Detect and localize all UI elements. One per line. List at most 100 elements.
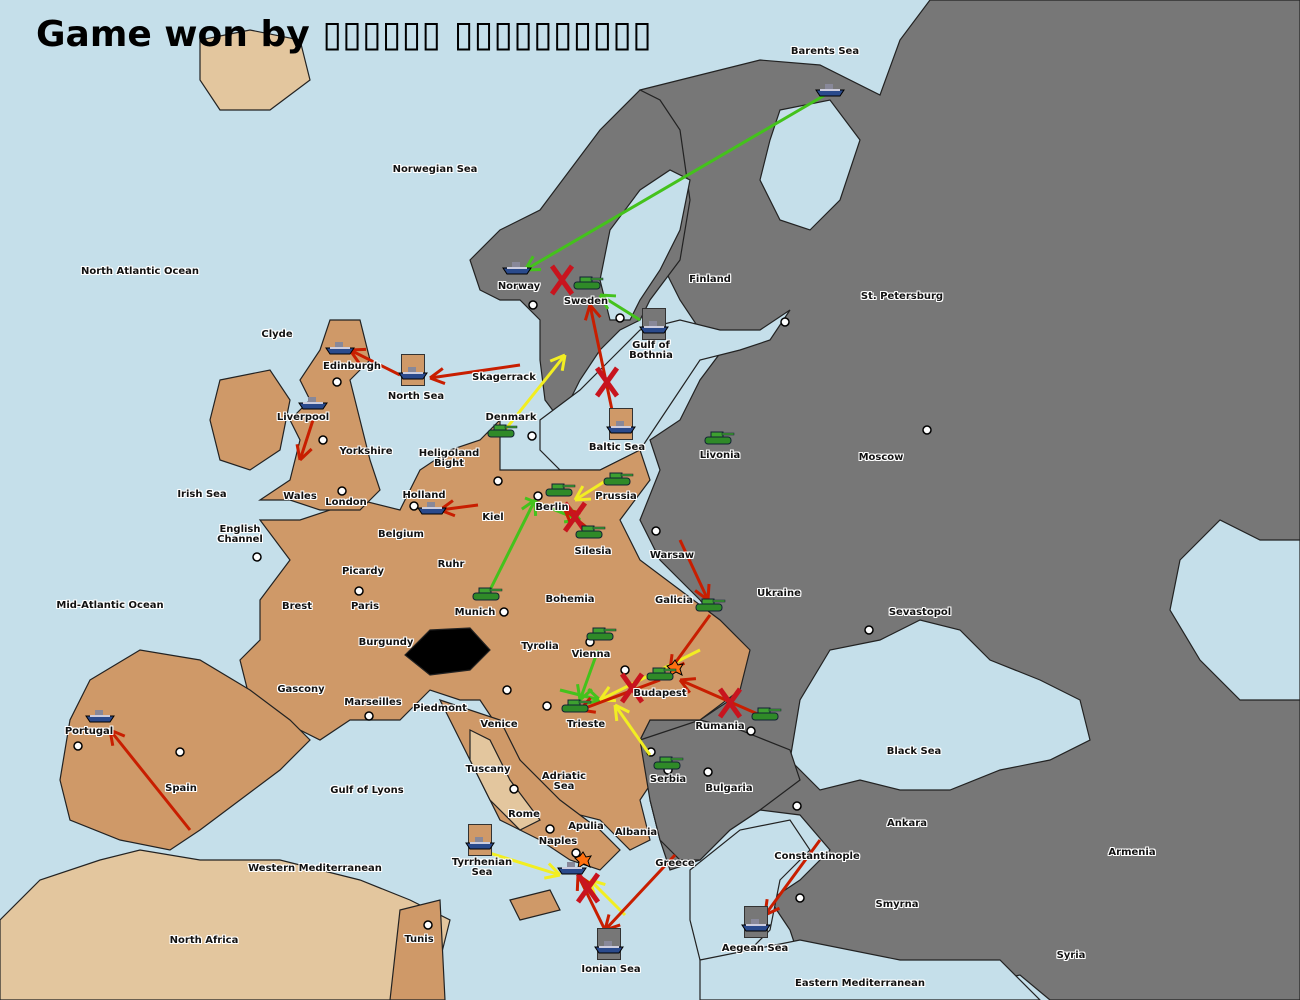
territory-label-yorkshire[interactable]: Yorkshire — [339, 446, 393, 457]
territory-label-north-atlantic-ocean[interactable]: North Atlantic Ocean — [80, 266, 200, 277]
territory-label-constantinople[interactable]: Constantinople — [774, 851, 860, 862]
fleet-unit[interactable] — [398, 354, 428, 386]
fleet-unit[interactable] — [557, 860, 587, 880]
army-unit[interactable] — [471, 586, 503, 606]
territory-label-greece[interactable]: Greece — [655, 858, 695, 869]
tuscany-rome[interactable] — [469, 729, 541, 831]
territory-label-st-petersburg[interactable]: St. Petersburg — [860, 291, 944, 302]
territory-label-norwegian-sea[interactable]: Norwegian Sea — [392, 164, 478, 175]
sicily[interactable] — [509, 889, 561, 921]
territory-label-vienna[interactable]: Vienna — [571, 649, 611, 660]
territory-label-gulf-of-bothnia[interactable]: Gulf of Bothnia — [629, 340, 673, 361]
eastern-med-water[interactable] — [699, 939, 1041, 1000]
territory-label-london[interactable]: London — [325, 497, 367, 508]
territory-label-finland[interactable]: Finland — [689, 274, 731, 285]
territory-label-spain[interactable]: Spain — [165, 783, 197, 794]
territory-label-rumania[interactable]: Rumania — [695, 721, 745, 732]
territory-label-picardy[interactable]: Picardy — [341, 566, 385, 577]
territory-label-norway[interactable]: Norway — [497, 281, 541, 292]
territory-label-skagerrack[interactable]: Skagerrack — [472, 372, 536, 383]
territory-label-serbia[interactable]: Serbia — [649, 774, 687, 785]
army-unit[interactable] — [572, 275, 604, 295]
territory-label-ruhr[interactable]: Ruhr — [437, 559, 465, 570]
territory-label-brest[interactable]: Brest — [281, 601, 313, 612]
army-unit[interactable] — [560, 698, 592, 718]
territory-label-silesia[interactable]: Silesia — [574, 546, 612, 557]
territory-label-sevastopol[interactable]: Sevastopol — [888, 607, 952, 618]
territory-label-gulf-of-lyons[interactable]: Gulf of Lyons — [330, 785, 404, 796]
territory-label-tuscany[interactable]: Tuscany — [465, 764, 511, 775]
army-unit[interactable] — [703, 430, 735, 450]
territory-label-naples[interactable]: Naples — [538, 836, 578, 847]
territory-label-irish-sea[interactable]: Irish Sea — [177, 489, 227, 500]
black-sea-water[interactable] — [789, 619, 1091, 791]
territory-label-livonia[interactable]: Livonia — [699, 450, 741, 461]
army-unit[interactable] — [645, 666, 677, 686]
fleet-unit[interactable] — [85, 708, 115, 728]
fleet-unit[interactable] — [741, 906, 771, 938]
balkans[interactable] — [639, 719, 801, 861]
territory-label-heligoland-bight[interactable]: Heligoland Bight — [418, 448, 480, 469]
territory-label-armenia[interactable]: Armenia — [1108, 847, 1156, 858]
fleet-unit[interactable] — [325, 340, 355, 360]
territory-label-adriatic-sea[interactable]: Adriatic Sea — [541, 771, 587, 792]
territory-label-sweden[interactable]: Sweden — [563, 296, 609, 307]
territory-label-north-sea[interactable]: North Sea — [387, 391, 445, 402]
territory-label-apulia[interactable]: Apulia — [568, 821, 604, 832]
territory-label-trieste[interactable]: Trieste — [566, 719, 606, 730]
territory-label-galicia[interactable]: Galicia — [655, 595, 693, 606]
army-unit[interactable] — [585, 626, 617, 646]
army-unit[interactable] — [602, 471, 634, 491]
territory-label-holland[interactable]: Holland — [402, 490, 446, 501]
territory-label-english-channel[interactable]: English Channel — [217, 524, 263, 545]
territory-label-ankara[interactable]: Ankara — [887, 818, 927, 829]
territory-label-ionian-sea[interactable]: Ionian Sea — [581, 964, 641, 975]
territory-label-clyde[interactable]: Clyde — [261, 329, 293, 340]
fleet-unit[interactable] — [639, 308, 669, 340]
territory-label-prussia[interactable]: Prussia — [595, 491, 637, 502]
territory-label-rome[interactable]: Rome — [508, 809, 540, 820]
territory-label-portugal[interactable]: Portugal — [64, 726, 114, 737]
territory-label-budapest[interactable]: Budapest — [633, 688, 687, 699]
territory-label-albania[interactable]: Albania — [614, 827, 658, 838]
iberia[interactable] — [59, 649, 311, 851]
territory-label-denmark[interactable]: Denmark — [485, 412, 537, 423]
territory-label-north-africa[interactable]: North Africa — [169, 935, 239, 946]
territory-label-tunis[interactable]: Tunis — [404, 934, 434, 945]
white-sea-water[interactable] — [759, 99, 861, 231]
fleet-unit[interactable] — [298, 395, 328, 415]
britain[interactable] — [258, 319, 381, 511]
fleet-unit[interactable] — [417, 500, 447, 520]
territory-label-paris[interactable]: Paris — [350, 601, 380, 612]
army-unit[interactable] — [574, 524, 606, 544]
territory-label-burgundy[interactable]: Burgundy — [358, 637, 414, 648]
iceland[interactable] — [199, 29, 311, 111]
territory-label-munich[interactable]: Munich — [454, 607, 496, 618]
territory-label-smyrna[interactable]: Smyrna — [875, 899, 919, 910]
territory-label-aegean-sea[interactable]: Aegean Sea — [721, 943, 789, 954]
territory-label-kiel[interactable]: Kiel — [482, 512, 504, 523]
territory-label-mid-atlantic-ocean[interactable]: Mid-Atlantic Ocean — [56, 600, 164, 611]
territory-label-black-sea[interactable]: Black Sea — [886, 746, 942, 757]
army-unit[interactable] — [544, 482, 576, 502]
territory-label-edinburgh[interactable]: Edinburgh — [322, 361, 382, 372]
aegean-water[interactable] — [689, 819, 811, 961]
territory-label-bulgaria[interactable]: Bulgaria — [705, 783, 753, 794]
territory-label-western-mediterranean[interactable]: Western Mediterranean — [248, 863, 382, 874]
fleet-unit[interactable] — [815, 82, 845, 102]
territory-label-piedmont[interactable]: Piedmont — [413, 703, 467, 714]
territory-label-warsaw[interactable]: Warsaw — [649, 550, 695, 561]
switzerland[interactable] — [404, 627, 491, 676]
fleet-unit[interactable] — [606, 408, 636, 440]
territory-label-berlin[interactable]: Berlin — [535, 502, 569, 513]
territory-label-barents-sea[interactable]: Barents Sea — [790, 46, 860, 57]
army-unit[interactable] — [750, 706, 782, 726]
territory-label-marseilles[interactable]: Marseilles — [344, 697, 402, 708]
north-africa-land[interactable] — [0, 849, 451, 1000]
fleet-unit[interactable] — [594, 928, 624, 960]
army-unit[interactable] — [486, 423, 518, 443]
territory-label-belgium[interactable]: Belgium — [378, 529, 424, 540]
territory-label-baltic-sea[interactable]: Baltic Sea — [588, 442, 646, 453]
territory-label-gascony[interactable]: Gascony — [277, 684, 325, 695]
territory-label-liverpool[interactable]: Liverpool — [276, 412, 330, 423]
